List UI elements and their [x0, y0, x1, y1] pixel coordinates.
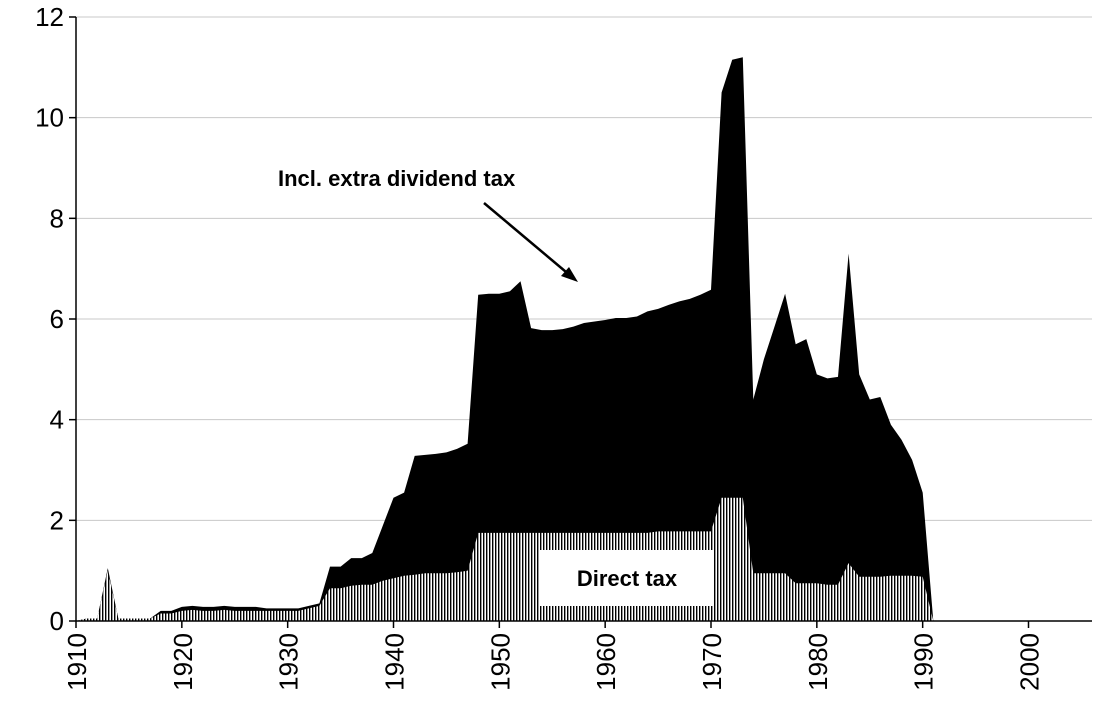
dividend-tax-arrowhead: [561, 267, 578, 282]
direct-tax-label-box: [540, 550, 714, 606]
dividend-tax-arrow: [483, 202, 573, 278]
y-tick-labels: 0 2 4 6 8 10 12: [35, 2, 64, 636]
y-tick-label: 10: [35, 103, 64, 133]
axes: [69, 16, 1092, 628]
y-tick-label: 8: [50, 203, 64, 233]
y-tick-label: 4: [50, 405, 64, 435]
x-tick-label: 1990: [909, 633, 939, 691]
direct-tax-label: Direct tax: [577, 566, 678, 591]
dividend-tax-area: [76, 57, 934, 622]
y-tick-label: 12: [35, 2, 64, 32]
x-tick-label: 1940: [380, 633, 410, 691]
x-tick-label: 1950: [485, 633, 515, 691]
y-tick-label: 6: [50, 304, 64, 334]
x-tick-label: 1920: [168, 633, 198, 691]
x-tick-label: 2000: [1015, 633, 1045, 691]
x-tick-label: 1970: [697, 633, 727, 691]
x-tick-label: 1910: [62, 633, 92, 691]
x-tick-label: 1960: [591, 633, 621, 691]
x-tick-labels: 1910 1920 1930 1940 1950 1960 1970 1980 1990 2000: [62, 633, 1045, 691]
direct-tax-area: [76, 497, 934, 621]
x-tick-label: 1930: [274, 633, 304, 691]
y-tick-label: 2: [50, 505, 64, 535]
y-tick-label: 0: [50, 606, 64, 636]
x-tick-label: 1980: [803, 633, 833, 691]
dividend-tax-label: Incl. extra dividend tax: [278, 166, 516, 191]
area-series: [76, 57, 934, 622]
